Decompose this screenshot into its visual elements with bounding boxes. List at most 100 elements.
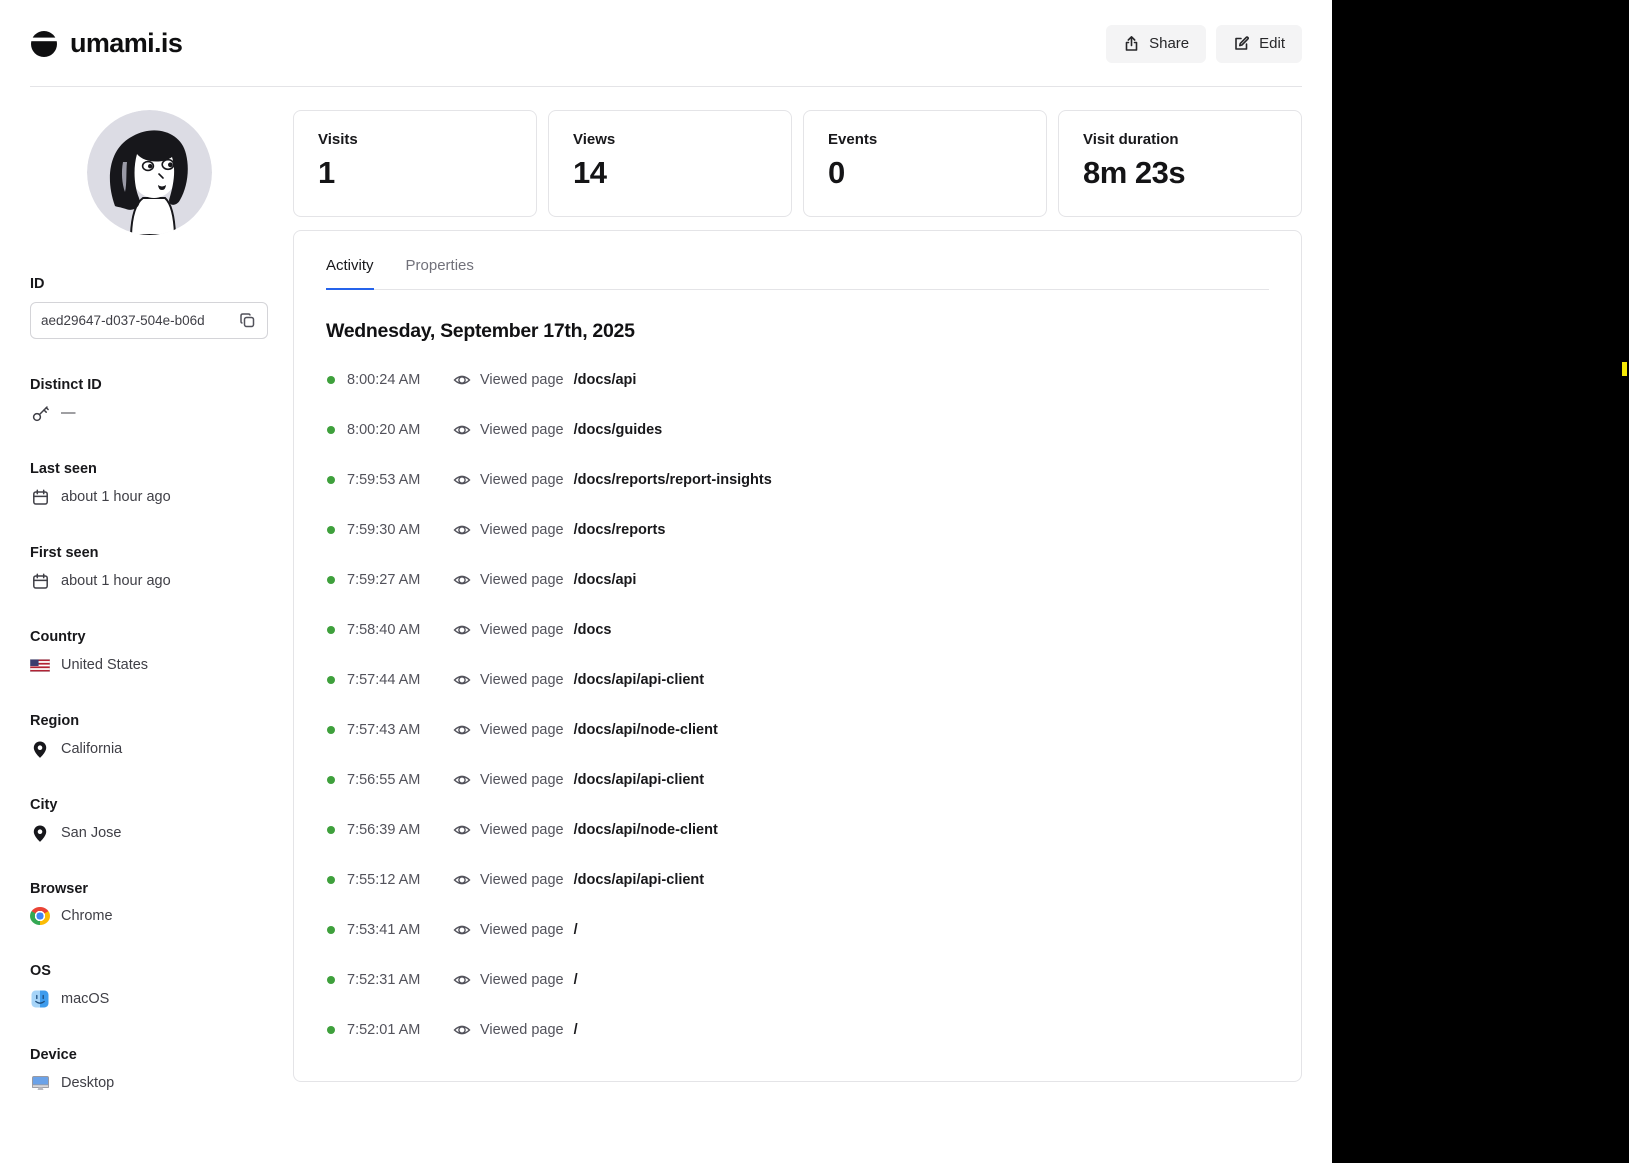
activity-path-link[interactable]: /: [573, 1022, 578, 1038]
stat-value: 14: [573, 155, 607, 190]
eye-icon: [453, 621, 471, 639]
field-city: City San Jose: [30, 797, 268, 843]
activity-action: Viewed page: [480, 672, 564, 688]
id-value: aed29647-d037-504e-b06d: [41, 313, 205, 328]
activity-path-link[interactable]: /: [573, 972, 578, 988]
green-dot-icon: [327, 476, 335, 484]
profile-sidebar: ID aed29647-d037-504e-b06d Distinct ID: [30, 87, 268, 1131]
activity-path-link[interactable]: /docs/api: [573, 572, 637, 588]
eye-icon: [453, 971, 471, 989]
share-button[interactable]: Share: [1106, 24, 1207, 63]
activity-action: Viewed page: [480, 572, 564, 588]
calendar-icon: [30, 571, 50, 591]
eye-icon: [453, 521, 471, 539]
stat-label: Visits: [318, 131, 358, 148]
activity-path-link[interactable]: /docs/api: [573, 372, 637, 388]
calendar-icon: [30, 487, 50, 507]
activity-path-link[interactable]: /docs/reports: [573, 522, 666, 538]
id-field[interactable]: aed29647-d037-504e-b06d: [30, 302, 268, 339]
activity-row: 7:58:40 AM Viewed page /docs: [326, 605, 1269, 655]
activity-action: Viewed page: [480, 1022, 564, 1038]
finder-logo-icon: [30, 989, 50, 1009]
activity-path-link[interactable]: /docs/api/api-client: [573, 872, 705, 888]
field-os: OS ma: [30, 963, 268, 1009]
activity-action: Viewed page: [480, 772, 564, 788]
activity-path-link[interactable]: /docs/api/node-client: [573, 722, 718, 738]
eye-icon: [453, 821, 471, 839]
field-last-seen: Last seen about 1 hour ago: [30, 461, 268, 507]
field-distinct-id-value: —: [61, 405, 76, 421]
activity-action: Viewed page: [480, 522, 564, 538]
activity-action: Viewed page: [480, 872, 564, 888]
field-first-seen: First seen about 1 hour ago: [30, 545, 268, 591]
desktop-monitor-icon: [30, 1073, 50, 1093]
green-dot-icon: [327, 426, 335, 434]
content: ID aed29647-d037-504e-b06d Distinct ID: [0, 87, 1332, 1131]
tab-activity[interactable]: Activity: [326, 257, 374, 290]
tab-properties[interactable]: Properties: [405, 257, 474, 274]
edit-button[interactable]: Edit: [1216, 24, 1302, 63]
copy-icon: [239, 313, 254, 328]
tab-bar: Activity Properties: [326, 257, 1269, 290]
activity-action: Viewed page: [480, 372, 564, 388]
stat-value: 1: [318, 155, 335, 190]
field-distinct-id: Distinct ID —: [30, 377, 268, 423]
field-region-value: California: [61, 741, 123, 757]
activity-row: 7:59:53 AM Viewed page /docs/reports/rep…: [326, 455, 1269, 505]
stat-label: Visit duration: [1083, 131, 1179, 148]
field-id-label: ID: [30, 276, 45, 292]
field-id: ID aed29647-d037-504e-b06d: [30, 276, 268, 339]
stat-label: Events: [828, 131, 878, 148]
field-os-label: OS: [30, 963, 51, 979]
eye-icon: [453, 921, 471, 939]
activity-path-link[interactable]: /docs: [573, 622, 612, 638]
header-actions: Share Edit: [1106, 24, 1302, 63]
eye-icon: [453, 371, 471, 389]
activity-row: 7:57:43 AM Viewed page /docs/api/node-cl…: [326, 705, 1269, 755]
field-os-value: macOS: [61, 991, 110, 1007]
activity-time: 7:58:40 AM: [347, 622, 421, 638]
date-heading: Wednesday, September 17th, 2025: [326, 320, 635, 342]
activity-row: 8:00:24 AM Viewed page /docs/api: [326, 355, 1269, 405]
activity-row: 7:53:41 AM Viewed page /: [326, 905, 1269, 955]
activity-time: 7:52:01 AM: [347, 1022, 421, 1038]
field-country: Country United States: [30, 629, 268, 675]
yellow-artifact: [1622, 362, 1627, 376]
green-dot-icon: [327, 776, 335, 784]
activity-path-link[interactable]: /docs/guides: [573, 422, 663, 438]
activity-row: 7:56:39 AM Viewed page /docs/api/node-cl…: [326, 805, 1269, 855]
logo[interactable]: umami.is: [30, 28, 183, 59]
eye-icon: [453, 721, 471, 739]
activity-path-link[interactable]: /docs/api/api-client: [573, 672, 705, 688]
field-device-value: Desktop: [61, 1075, 115, 1091]
activity-time: 7:59:53 AM: [347, 472, 421, 488]
green-dot-icon: [327, 726, 335, 734]
field-country-value: United States: [61, 657, 149, 673]
avatar-illustration: [86, 110, 212, 235]
avatar: [86, 110, 212, 235]
activity-path-link[interactable]: /docs/api/node-client: [573, 822, 718, 838]
activity-path-link[interactable]: /: [573, 922, 578, 938]
field-last-seen-label: Last seen: [30, 461, 97, 477]
field-first-seen-value: about 1 hour ago: [61, 573, 171, 589]
green-dot-icon: [327, 1026, 335, 1034]
activity-path-link[interactable]: /docs/reports/report-insights: [573, 472, 772, 488]
app-window: umami.is Share Edit: [0, 0, 1332, 1163]
field-region-label: Region: [30, 713, 80, 729]
green-dot-icon: [327, 526, 335, 534]
eye-icon: [453, 571, 471, 589]
field-city-value: San Jose: [61, 825, 122, 841]
activity-time: 7:57:43 AM: [347, 722, 421, 738]
stat-card: Views 14: [548, 110, 792, 217]
green-dot-icon: [327, 676, 335, 684]
activity-path-link[interactable]: /docs/api/api-client: [573, 772, 705, 788]
activity-time: 7:53:41 AM: [347, 922, 421, 938]
activity-action: Viewed page: [480, 622, 564, 638]
field-distinct-id-label: Distinct ID: [30, 377, 102, 393]
activity-time: 8:00:20 AM: [347, 422, 421, 438]
green-dot-icon: [327, 976, 335, 984]
edit-button-label: Edit: [1259, 35, 1285, 52]
activity-time: 7:56:39 AM: [347, 822, 421, 838]
green-dot-icon: [327, 926, 335, 934]
copy-button[interactable]: [233, 307, 261, 335]
